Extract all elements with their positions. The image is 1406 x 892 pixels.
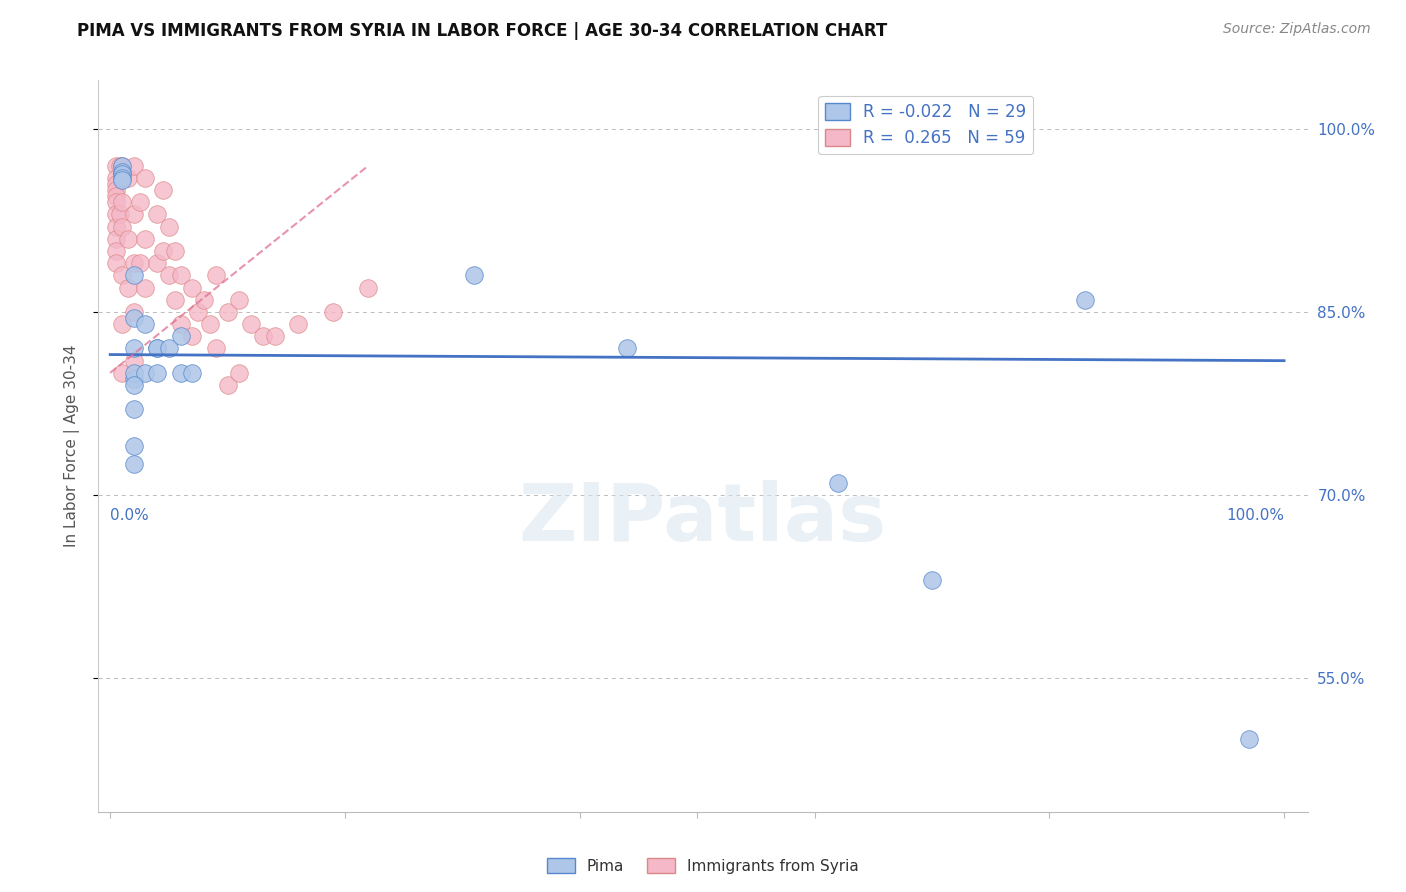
Point [616, 342, 638, 356]
Point [117, 280, 139, 294]
Point [152, 244, 174, 258]
Y-axis label: In Labor Force | Age 30-34: In Labor Force | Age 30-34 [65, 344, 80, 548]
Point [463, 268, 485, 283]
Point [252, 329, 274, 343]
Point [108, 159, 131, 173]
Point [111, 164, 134, 178]
Point [228, 293, 250, 307]
Point [111, 159, 134, 173]
Point [117, 232, 139, 246]
Point [181, 329, 204, 343]
Point [921, 573, 943, 587]
Point [111, 173, 134, 187]
Point [122, 402, 145, 417]
Point [240, 317, 263, 331]
Point [146, 342, 169, 356]
Point [105, 219, 128, 234]
Point [105, 256, 128, 270]
Point [105, 177, 128, 191]
Point [263, 329, 285, 343]
Legend: Pima, Immigrants from Syria: Pima, Immigrants from Syria [541, 852, 865, 880]
Point [146, 256, 169, 270]
Point [111, 268, 134, 283]
Point [181, 280, 204, 294]
Point [169, 366, 191, 380]
Point [134, 232, 156, 246]
Point [357, 280, 380, 294]
Point [146, 207, 169, 221]
Point [228, 366, 250, 380]
Point [117, 170, 139, 185]
Point [217, 378, 239, 392]
Point [204, 268, 226, 283]
Point [134, 170, 156, 185]
Point [204, 342, 226, 356]
Point [122, 372, 145, 386]
Point [122, 268, 145, 283]
Point [134, 366, 156, 380]
Point [122, 353, 145, 368]
Point [105, 159, 128, 173]
Point [322, 305, 344, 319]
Point [122, 378, 145, 392]
Point [1237, 731, 1260, 746]
Point [169, 317, 191, 331]
Point [181, 366, 204, 380]
Point [122, 439, 145, 453]
Point [105, 244, 128, 258]
Point [105, 170, 128, 185]
Point [122, 207, 145, 221]
Point [146, 366, 169, 380]
Point [122, 458, 145, 472]
Point [169, 329, 191, 343]
Point [122, 159, 145, 173]
Point [111, 317, 134, 331]
Point [105, 189, 128, 203]
Text: PIMA VS IMMIGRANTS FROM SYRIA IN LABOR FORCE | AGE 30-34 CORRELATION CHART: PIMA VS IMMIGRANTS FROM SYRIA IN LABOR F… [77, 22, 887, 40]
Point [827, 475, 849, 490]
Point [157, 342, 180, 356]
Point [193, 293, 215, 307]
Point [111, 366, 134, 380]
Point [122, 305, 145, 319]
Point [105, 183, 128, 197]
Text: 0.0%: 0.0% [110, 508, 149, 524]
Point [111, 219, 134, 234]
Point [111, 195, 134, 210]
Point [187, 305, 209, 319]
Point [217, 305, 239, 319]
Point [157, 268, 180, 283]
Point [163, 244, 186, 258]
Point [134, 280, 156, 294]
Point [146, 342, 169, 356]
Point [287, 317, 309, 331]
Text: ZIPatlas: ZIPatlas [519, 480, 887, 558]
Point [122, 256, 145, 270]
Point [111, 167, 134, 181]
Text: Source: ZipAtlas.com: Source: ZipAtlas.com [1223, 22, 1371, 37]
Legend: R = -0.022   N = 29, R =  0.265   N = 59: R = -0.022 N = 29, R = 0.265 N = 59 [818, 96, 1033, 154]
Point [128, 195, 150, 210]
Point [152, 183, 174, 197]
Point [198, 317, 221, 331]
Point [105, 195, 128, 210]
Point [163, 293, 186, 307]
Point [169, 268, 191, 283]
Point [105, 232, 128, 246]
Point [122, 311, 145, 326]
Point [108, 207, 131, 221]
Point [1073, 293, 1095, 307]
Point [111, 159, 134, 173]
Point [157, 219, 180, 234]
Point [122, 366, 145, 380]
Point [128, 256, 150, 270]
Point [134, 317, 156, 331]
Text: 100.0%: 100.0% [1226, 508, 1284, 524]
Point [111, 170, 134, 185]
Point [122, 342, 145, 356]
Point [105, 207, 128, 221]
